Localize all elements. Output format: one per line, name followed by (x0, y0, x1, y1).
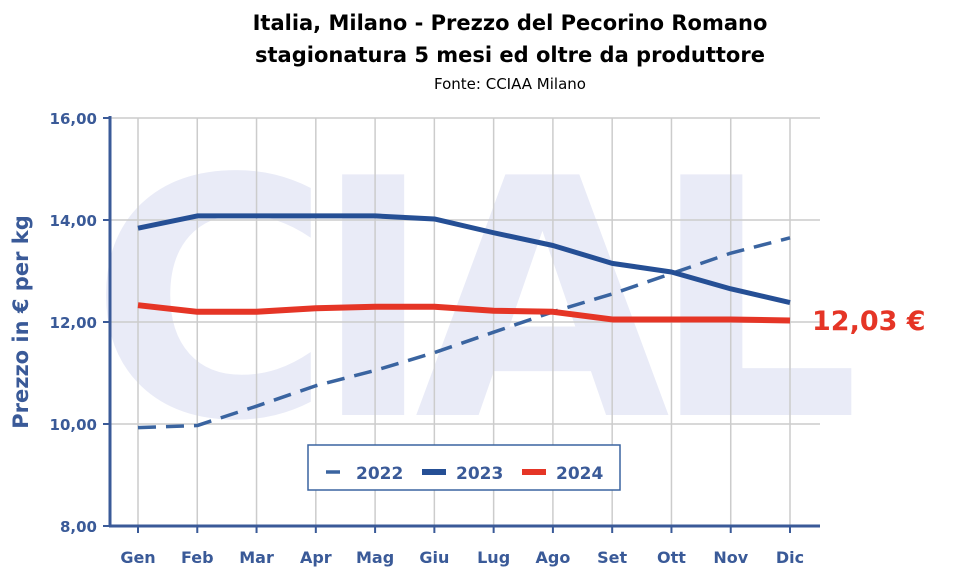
x-tick-label: Gen (120, 548, 155, 567)
y-tick-label: 8,00 (60, 518, 97, 536)
y-tick-label: 12,00 (50, 314, 97, 332)
watermark: CIAL (90, 109, 857, 493)
x-tick-label: Apr (300, 548, 332, 567)
chart-subtitle: Fonte: CCIAA Milano (434, 75, 586, 93)
legend-label-2024: 2024 (556, 464, 603, 484)
x-tick-label: Mar (239, 548, 274, 567)
x-tick-label: Dic (776, 548, 804, 567)
last-value-annotation: 12,03 € (812, 306, 926, 337)
legend-label-2023: 2023 (456, 464, 503, 484)
x-tick-label: Feb (181, 548, 214, 567)
legend: 2022 2023 2024 (307, 444, 621, 491)
y-tick-label: 10,00 (50, 416, 97, 434)
x-tick-label: Set (597, 548, 627, 567)
x-tick-label: Mag (356, 548, 394, 567)
y-tick-label: 14,00 (50, 212, 97, 230)
chart-title-line1: Italia, Milano - Prezzo del Pecorino Rom… (253, 11, 768, 35)
legend-label-2022: 2022 (356, 464, 403, 484)
series-line-2022 (137, 236, 791, 430)
y-tick-label: 16,00 (50, 110, 97, 128)
y-axis-label: Prezzo in € per kg (9, 215, 33, 429)
chart-title-line2: stagionatura 5 mesi ed oltre da produtto… (255, 43, 765, 67)
x-tick-label: Ott (657, 548, 686, 567)
x-tick-label: Ago (535, 548, 570, 567)
x-tick-label: Lug (477, 548, 510, 567)
x-tick-label: Giu (419, 548, 449, 567)
series-line-2023 (137, 213, 791, 306)
series-line-2024 (137, 302, 791, 324)
x-tick-label: Nov (713, 548, 748, 567)
